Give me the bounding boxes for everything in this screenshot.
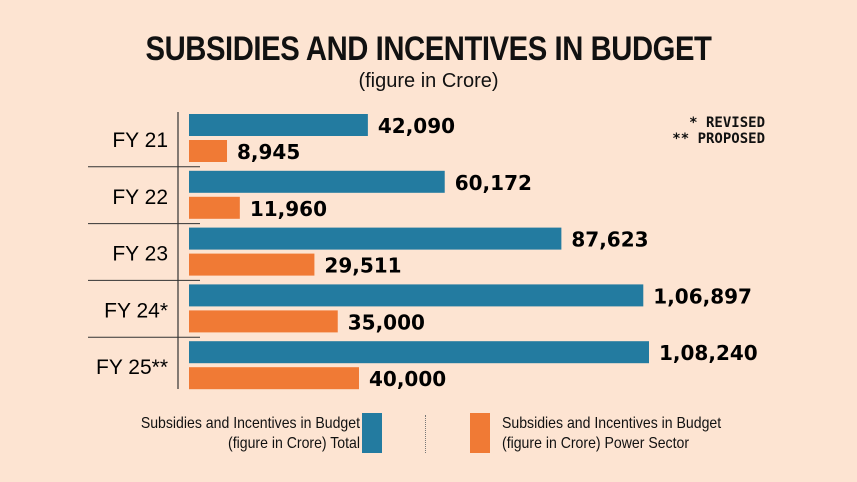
data-label-total: 1,06,897 [653, 284, 752, 308]
data-label-total: 1,08,240 [659, 341, 758, 365]
bar-power-sector [189, 367, 359, 390]
data-label-power-sector: 35,000 [348, 310, 425, 334]
category-label: FY 22 [112, 186, 168, 209]
data-label-total: 42,090 [378, 114, 455, 138]
chart-subtitle: (figure in Crore) [358, 70, 499, 92]
data-label-total: 87,623 [571, 228, 648, 252]
data-label-power-sector: 11,960 [250, 197, 327, 221]
note-revised: * REVISED [689, 115, 765, 131]
category-label: FY 25** [96, 356, 168, 379]
legend-power-label: Subsidies and Incentives in Budget (figu… [502, 414, 766, 454]
bar-total [189, 227, 562, 250]
legend-total-swatch [362, 413, 382, 453]
category-label: FY 23 [112, 243, 168, 266]
note-proposed: ** PROPOSED [672, 131, 765, 147]
legend-total-line2: (figure in Crore) Total [228, 435, 360, 452]
legend-total-label: Subsidies and Incentives in Budget (figu… [96, 414, 360, 454]
category-label: FY 21 [112, 129, 168, 152]
bar-total [189, 114, 368, 136]
legend-power-line1: Subsidies and Incentives in Budget [502, 415, 722, 432]
data-label-power-sector: 29,511 [324, 254, 401, 278]
legend-power-line2: (figure in Crore) Power Sector [502, 435, 690, 452]
bar-power-sector [189, 140, 228, 162]
bar-chart: FY 21 42,090 8,945 FY 22 60,172 11,960 FY 23 87… [88, 112, 758, 391]
data-label-total: 60,172 [455, 171, 532, 195]
legend-divider [425, 415, 427, 453]
data-label-power-sector: 40,000 [369, 367, 446, 391]
legend-power-swatch [470, 413, 490, 453]
chart-title: SUBSIDIES AND INCENTIVES IN BUDGET [145, 30, 712, 68]
data-label-power-sector: 8,945 [237, 140, 300, 164]
bar-power-sector [189, 196, 240, 219]
category-label: FY 24* [104, 299, 168, 322]
bar-total [189, 284, 644, 307]
bar-total [189, 341, 649, 364]
legend-total-line1: Subsidies and Incentives in Budget [140, 415, 360, 432]
bar-total [189, 170, 445, 193]
bar-power-sector [189, 310, 338, 333]
bar-power-sector [189, 253, 315, 276]
